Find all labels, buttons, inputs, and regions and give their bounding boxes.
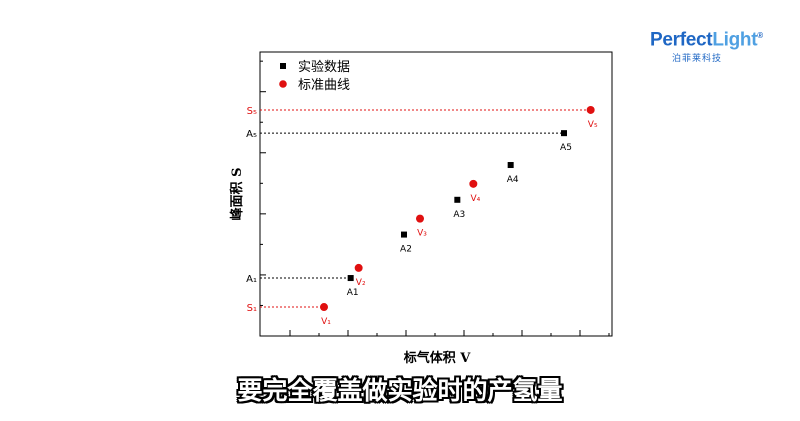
data-point-square <box>454 196 461 203</box>
point-label: A4 <box>507 175 519 185</box>
data-point-square <box>401 231 407 238</box>
legend-label-data: 实验数据 <box>298 59 350 75</box>
data-point-circle <box>416 214 424 223</box>
brand-logo: PerfectLight® 泊菲莱科技 <box>650 26 770 66</box>
guide-label: S₅ <box>247 106 257 117</box>
guide-label: A₁ <box>246 274 257 285</box>
data-point-square <box>561 130 567 137</box>
guide-label: S₁ <box>247 303 257 314</box>
x-axis-label: 标气体积 V <box>403 350 472 366</box>
data-point-circle <box>469 179 478 188</box>
legend-marker-square <box>280 63 286 69</box>
data-points: A1 A2 A3 A4 A5 V₁ V₂ V₃ V₄ V₅ <box>320 105 598 327</box>
data-point-circle <box>586 105 595 114</box>
data-point-square <box>347 275 354 282</box>
data-point-circle <box>320 303 328 312</box>
y-axis-label: 峰面积 S <box>229 168 245 221</box>
point-label: V₃ <box>417 229 427 239</box>
logo-subtitle: 泊菲莱科技 <box>672 54 723 65</box>
point-label: A1 <box>347 288 359 298</box>
point-label: A2 <box>400 245 412 255</box>
plot-frame <box>259 51 613 337</box>
point-label: V₁ <box>321 317 331 327</box>
point-label: V₅ <box>588 120 598 130</box>
axis-ticks <box>260 60 610 337</box>
legend: 实验数据 标准曲线 <box>279 59 350 93</box>
guide-label: A₅ <box>246 129 257 140</box>
point-label: V₂ <box>356 278 366 288</box>
point-label: A3 <box>453 210 465 220</box>
legend-label-curve: 标准曲线 <box>298 78 350 93</box>
guide-lines: S₁ A₁ A₅ S₅ <box>246 106 591 314</box>
logo-wordmark: PerfectLight® <box>650 29 763 51</box>
legend-marker-circle <box>279 80 287 88</box>
data-point-circle <box>354 263 363 272</box>
data-point-square <box>507 162 514 169</box>
video-subtitle: 要完全覆盖做实验时的产氢量 <box>237 376 563 405</box>
point-label: V₄ <box>470 194 480 204</box>
point-label: A5 <box>560 143 572 153</box>
